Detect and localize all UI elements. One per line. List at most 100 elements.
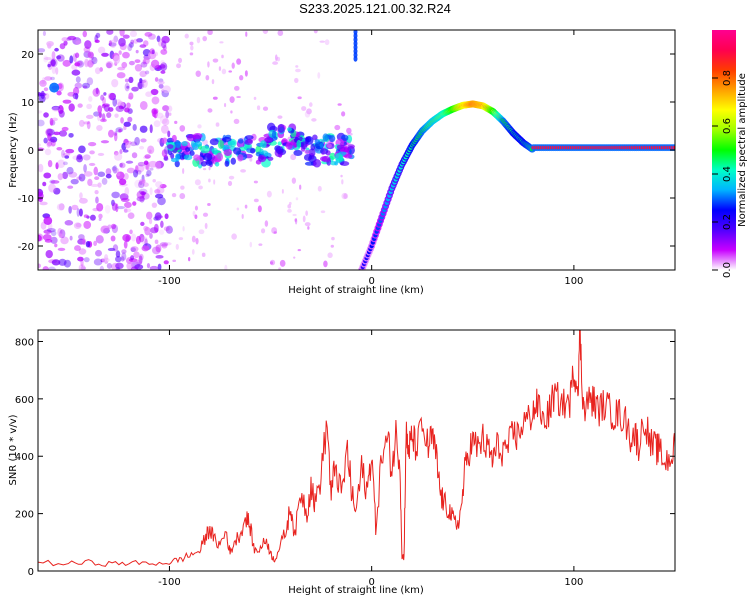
noise-speck [119, 149, 123, 155]
noise-speck [191, 235, 196, 243]
noise-speck [327, 252, 333, 259]
noise-speck [149, 265, 159, 270]
noise-speck [137, 81, 143, 90]
noise-speck [163, 260, 169, 265]
noise-speck [124, 142, 131, 149]
noise-speck [62, 59, 71, 67]
noise-speck [95, 196, 99, 204]
band-blob [221, 136, 232, 143]
snr-y-axis-label: SNR (10 * v/v) [8, 414, 19, 485]
noise-speck [291, 177, 297, 184]
noise-speck [136, 81, 145, 90]
noise-speck [78, 248, 87, 255]
noise-speck [179, 125, 186, 132]
noise-speck [66, 166, 74, 175]
noise-speck [44, 148, 52, 156]
snr-x-tick-label: 0 [368, 577, 374, 588]
noise-speck [90, 183, 99, 188]
noise-speck [106, 263, 113, 269]
noise-speck [126, 167, 136, 174]
noise-speck [154, 239, 159, 245]
noise-speck [346, 127, 352, 134]
noise-speck [130, 246, 139, 252]
noise-speck [104, 254, 109, 262]
snr-panel: -100 0 100 0 200 400 600 800 Height of straight… [8, 329, 676, 596]
noise-speck [134, 64, 143, 72]
noise-speck [93, 166, 99, 176]
noise-speck [337, 103, 342, 106]
noise-speck [320, 210, 326, 214]
noise-speck [258, 243, 263, 246]
noise-speck [120, 117, 124, 124]
noise-speck [133, 251, 140, 259]
noise-speck [201, 252, 206, 257]
noise-speck [46, 128, 55, 136]
noise-speck [93, 240, 98, 247]
noise-speck [236, 95, 241, 99]
band-blob [296, 139, 302, 149]
noise-speck [75, 40, 82, 45]
noise-speck [61, 149, 65, 158]
noise-speck [83, 257, 90, 263]
noise-speck [240, 169, 247, 173]
band-blob [304, 161, 315, 166]
noise-speck [110, 235, 116, 242]
noise-speck [116, 205, 126, 210]
noise-speck [178, 57, 183, 64]
spectrogram-y-tick-label: -20 [18, 242, 34, 253]
noise-speck [139, 44, 147, 48]
band-blob [227, 140, 236, 146]
noise-speck [151, 96, 160, 105]
noise-speck [89, 150, 95, 155]
noise-speck [95, 32, 101, 38]
noise-speck [123, 208, 128, 213]
noise-speck [118, 178, 127, 186]
noise-speck [98, 213, 103, 219]
noise-speck [87, 51, 94, 59]
noise-speck [290, 154, 297, 161]
noise-speck [107, 247, 116, 252]
noise-speck [51, 50, 56, 60]
noise-speck [148, 160, 158, 168]
noise-speck [83, 171, 93, 177]
noise-speck [323, 260, 328, 268]
noise-speck [82, 30, 88, 38]
noise-speck [162, 85, 171, 94]
noise-speck [105, 173, 112, 179]
noise-speck [295, 65, 299, 68]
noise-speck [162, 105, 170, 112]
band-blob [341, 147, 351, 153]
noise-speck [111, 78, 119, 88]
noise-speck [192, 210, 196, 217]
noise-speck [295, 68, 301, 73]
noise-speck [159, 242, 169, 247]
noise-speck [121, 249, 127, 254]
noise-speck [341, 179, 344, 185]
noise-speck [129, 30, 138, 38]
snr-plot-area [38, 330, 675, 571]
noise-speck [144, 154, 151, 159]
noise-speck [83, 220, 92, 229]
noise-speck [277, 30, 284, 36]
noise-speck [281, 188, 284, 194]
noise-speck [118, 37, 126, 47]
noise-speck [249, 241, 253, 248]
noise-speck [202, 167, 207, 171]
noise-speck [138, 188, 148, 195]
noise-speck [72, 53, 77, 62]
noise-speck [219, 41, 224, 44]
noise-speck [137, 161, 146, 167]
noise-speck [205, 74, 210, 81]
noise-speck [122, 233, 132, 242]
band-blob [223, 148, 232, 156]
noise-speck [207, 203, 211, 207]
band-blob [322, 133, 329, 142]
noise-speck [151, 108, 159, 115]
noise-speck [294, 218, 297, 222]
noise-speck [43, 216, 53, 225]
noise-speck [212, 96, 218, 100]
noise-speck [262, 30, 269, 34]
noise-speck [88, 96, 93, 102]
noise-speck [56, 159, 66, 169]
